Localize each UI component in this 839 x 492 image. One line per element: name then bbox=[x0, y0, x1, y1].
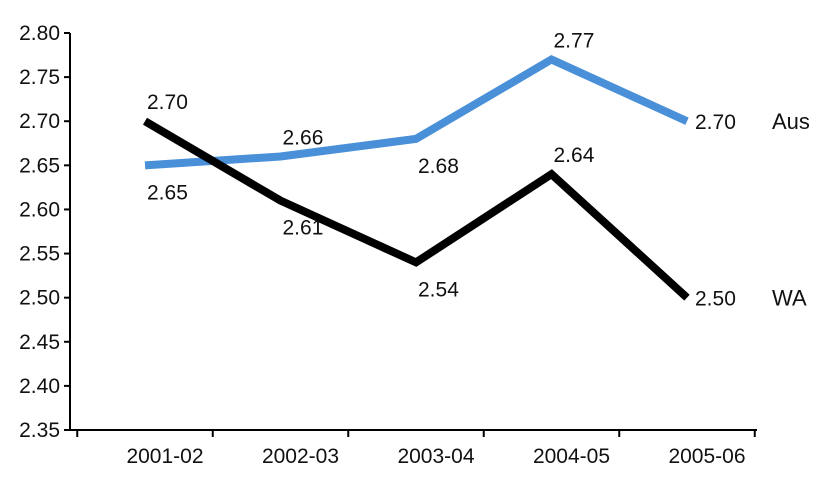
series-lines bbox=[142, 54, 690, 301]
series-line-aus bbox=[144, 54, 689, 170]
data-label-aus: 2.77 bbox=[554, 29, 595, 52]
data-label-wa: 2.64 bbox=[554, 144, 595, 167]
y-tick-label: 2.50 bbox=[19, 287, 60, 310]
series-name-aus: Aus bbox=[772, 109, 810, 134]
x-tick-label: 2004-05 bbox=[533, 445, 610, 468]
y-tick-label: 2.40 bbox=[19, 375, 60, 398]
data-label-aus: 2.68 bbox=[418, 155, 459, 178]
y-tick-label: 2.75 bbox=[19, 66, 60, 89]
y-tick-label: 2.60 bbox=[19, 198, 60, 221]
y-tick-label: 2.70 bbox=[19, 110, 60, 133]
data-label-aus: 2.70 bbox=[695, 111, 736, 134]
y-tick-label: 2.35 bbox=[19, 419, 60, 442]
data-label-wa: 2.70 bbox=[147, 91, 188, 114]
data-label-wa: 2.50 bbox=[695, 288, 736, 311]
x-tick-label: 2005-06 bbox=[668, 445, 745, 468]
y-tick-label: 2.80 bbox=[19, 22, 60, 45]
x-tick-label: 2001-02 bbox=[126, 445, 203, 468]
data-labels: 2.65 2.66 2.68 2.77 2.70 2.70 2.61 2.54 2.64 2.50 bbox=[147, 29, 736, 310]
data-label-wa: 2.61 bbox=[283, 217, 324, 240]
data-label-aus: 2.66 bbox=[283, 127, 324, 150]
series-line-wa bbox=[142, 117, 690, 301]
x-tick-label: 2003-04 bbox=[397, 445, 474, 468]
data-label-wa: 2.54 bbox=[418, 278, 459, 301]
y-tick-label: 2.65 bbox=[19, 154, 60, 177]
series-labels: Aus WA bbox=[772, 109, 810, 310]
y-axis-ticks: 2.35 2.40 2.45 2.50 2.55 2.60 2.65 2.70 2.75 2.80 bbox=[19, 22, 70, 442]
y-tick-label: 2.45 bbox=[19, 331, 60, 354]
axes bbox=[69, 33, 757, 431]
x-tick-label: 2002-03 bbox=[262, 445, 339, 468]
series-name-wa: WA bbox=[772, 286, 807, 311]
y-tick-label: 2.55 bbox=[19, 243, 60, 266]
data-label-aus: 2.65 bbox=[147, 181, 188, 204]
x-axis-ticks: 2001-02 2002-03 2003-04 2004-05 2005-06 bbox=[76, 430, 756, 468]
